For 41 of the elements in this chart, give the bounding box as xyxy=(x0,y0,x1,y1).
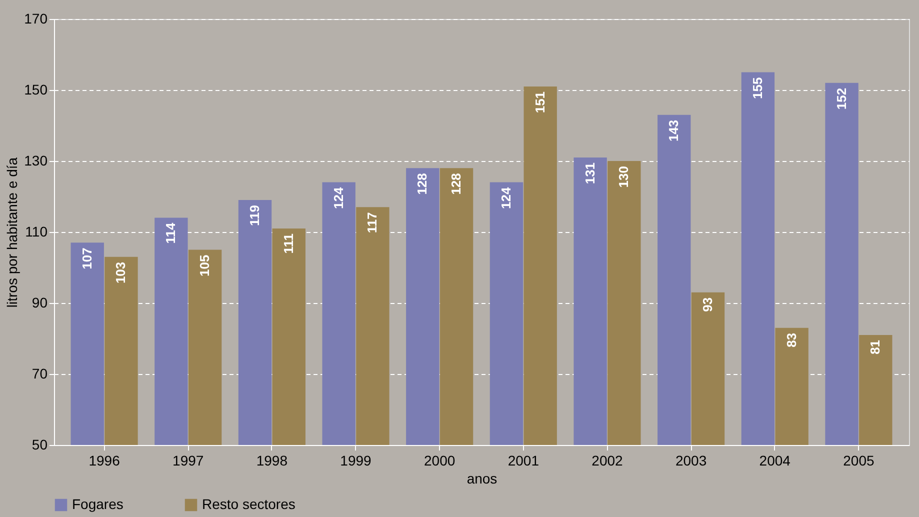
x-tick-label: 1996 xyxy=(88,452,120,468)
y-tick-label: 90 xyxy=(32,294,48,310)
data-label: 124 xyxy=(330,186,346,210)
x-tick-label: 2003 xyxy=(675,452,707,468)
legend-label: Resto sectores xyxy=(202,496,296,512)
x-tick-label: 2002 xyxy=(592,452,624,468)
data-label: 103 xyxy=(113,262,128,284)
data-label: 128 xyxy=(414,173,430,195)
y-tick-label: 70 xyxy=(32,366,48,382)
x-tick-label: 2004 xyxy=(759,452,791,468)
data-label: 130 xyxy=(616,166,632,188)
y-axis-title: litros por habitante e día xyxy=(4,157,20,308)
x-tick-label: 1997 xyxy=(172,452,204,468)
y-tick-label: 50 xyxy=(32,436,48,452)
x-tick-label: 2000 xyxy=(424,452,456,468)
data-label: 93 xyxy=(700,297,715,312)
y-tick-label: 170 xyxy=(24,10,48,26)
data-label: 107 xyxy=(79,248,94,270)
y-tick-label: 110 xyxy=(25,224,48,240)
data-label: 143 xyxy=(666,120,682,142)
legend-label: Fogares xyxy=(72,496,124,512)
data-label: 81 xyxy=(868,340,883,354)
data-label: 128 xyxy=(448,173,464,195)
x-axis-title: anos xyxy=(466,470,498,486)
data-label: 124 xyxy=(498,186,514,210)
data-label: 111 xyxy=(280,233,296,254)
data-label: 105 xyxy=(197,254,212,276)
data-label: 131 xyxy=(582,162,598,184)
x-tick-label: 2001 xyxy=(508,452,540,468)
data-label: 155 xyxy=(750,77,765,99)
x-tick-label: 1998 xyxy=(256,452,288,468)
data-label: 151 xyxy=(532,91,548,114)
data-label: 152 xyxy=(834,88,849,110)
x-tick-label: 2005 xyxy=(843,452,874,468)
x-tick-label: 1999 xyxy=(340,452,372,468)
data-label: 117 xyxy=(364,212,380,234)
data-label: 119 xyxy=(247,205,262,226)
data-label: 83 xyxy=(784,332,799,348)
y-tick-label: 150 xyxy=(24,82,48,98)
y-tick-label: 130 xyxy=(24,152,48,168)
data-label: 114 xyxy=(163,222,178,244)
